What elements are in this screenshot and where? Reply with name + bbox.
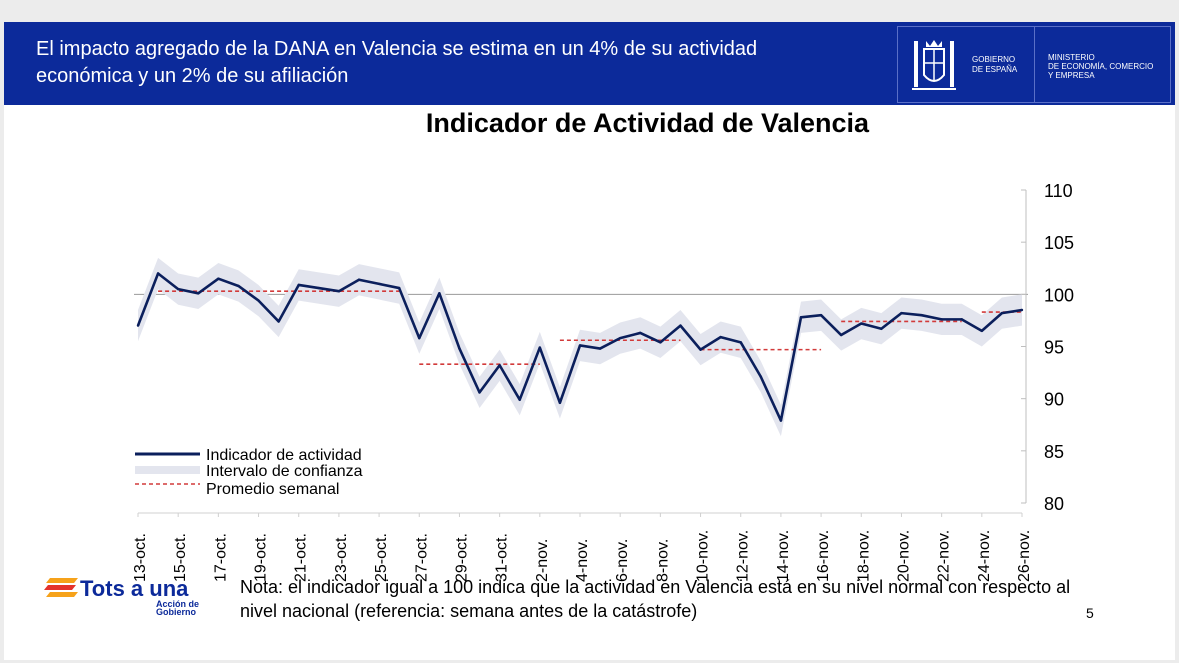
legend-label-intervalo: Intervalo de confianza: [206, 463, 363, 480]
data-point: [337, 290, 341, 293]
data-point: [679, 324, 682, 327]
data-point: [719, 335, 722, 339]
data-point: [819, 314, 823, 317]
data-point: [759, 375, 763, 378]
x-tick-label: 18-nov.: [855, 530, 872, 582]
y-tick-label: 85: [1044, 442, 1064, 462]
page-number: 5: [1086, 605, 1094, 621]
x-tick-label: 20-nov.: [895, 530, 912, 582]
data-point: [920, 314, 923, 317]
x-tick-label: 14-nov.: [775, 530, 792, 582]
data-point: [779, 419, 783, 422]
chart-title: Indicador de Actividad de Valencia: [425, 108, 870, 138]
brand-name: Tots a una: [80, 576, 189, 601]
flag-stripes-icon: [44, 578, 78, 597]
data-point: [900, 311, 903, 315]
data-point: [297, 283, 300, 287]
y-tick-label: 105: [1044, 233, 1074, 253]
data-point: [478, 391, 481, 394]
x-tick-label: 6-nov.: [614, 539, 631, 582]
brand-sub: Acción de Gobierno: [156, 599, 200, 617]
x-tick-label: 24-nov.: [976, 530, 993, 582]
x-tick-label: 13-oct.: [132, 533, 149, 582]
x-tick-label: 27-oct.: [413, 533, 430, 582]
data-point: [639, 331, 642, 335]
x-tick-label: 10-nov.: [695, 530, 712, 582]
x-tick-label: 22-nov.: [936, 530, 953, 582]
data-point: [277, 320, 280, 323]
data-point: [980, 329, 984, 333]
data-point: [317, 286, 321, 290]
data-point: [418, 336, 421, 340]
x-tick-label: 16-nov.: [815, 530, 832, 582]
data-point: [438, 292, 441, 295]
logo-divider: [1034, 27, 1035, 102]
y-tick-label: 110: [1044, 181, 1073, 201]
data-point: [397, 286, 401, 290]
data-point: [518, 398, 521, 401]
data-point: [1000, 311, 1004, 315]
x-tick-label: 15-oct.: [172, 533, 189, 582]
x-tick-label: 4-nov.: [574, 539, 591, 582]
government-logo: GOBIERNO DE ESPAÑA MINISTERIO DE ECONOMÍ…: [897, 26, 1171, 103]
x-tick-label: 12-nov.: [735, 530, 752, 582]
data-point: [659, 341, 662, 344]
x-tick-label: 19-oct.: [253, 533, 270, 582]
data-point: [176, 287, 180, 291]
y-tick-label: 100: [1044, 285, 1074, 305]
x-tick-label: 23-oct.: [333, 533, 350, 582]
data-point: [558, 401, 562, 405]
data-point: [257, 299, 260, 302]
legend-label-indicador: Indicador de actividad: [206, 447, 362, 464]
data-point: [739, 341, 742, 344]
data-point: [156, 272, 160, 275]
data-point: [377, 282, 381, 286]
x-tick-label: 21-oct.: [293, 533, 310, 582]
data-point: [578, 344, 582, 347]
legend-label-promedio: Promedio semanal: [206, 481, 339, 498]
data-point: [498, 364, 501, 367]
data-point: [217, 277, 220, 280]
data-point: [799, 316, 803, 319]
data-point: [197, 292, 200, 295]
brand-logo: Tots a una Acción de Gobierno: [44, 576, 199, 617]
x-tick-label: 2-nov.: [534, 539, 551, 582]
footnote: Nota: el indicador igual a 100 indica qu…: [240, 577, 1071, 621]
x-tick-label: 25-oct.: [373, 533, 390, 582]
y-tick-label: 95: [1044, 338, 1064, 358]
data-point: [1020, 308, 1024, 312]
x-tick-label: 31-oct.: [494, 533, 511, 582]
y-tick-label: 90: [1044, 390, 1064, 410]
data-point: [237, 284, 240, 288]
data-point: [860, 322, 863, 325]
data-point: [357, 278, 361, 281]
gobierno-text: GOBIERNO DE ESPAÑA: [972, 55, 1018, 74]
x-tick-label: 29-oct.: [453, 533, 470, 582]
page-title: El impacto agregado de la DANA en Valenc…: [36, 38, 758, 87]
data-point: [136, 324, 140, 327]
activity-line: [136, 272, 1023, 422]
data-point: [940, 318, 943, 321]
x-tick-label: 8-nov.: [654, 539, 671, 582]
x-tick-label: 17-oct.: [212, 533, 229, 582]
y-tick-label: 80: [1044, 494, 1064, 514]
data-point: [699, 348, 702, 351]
data-point: [960, 318, 963, 321]
data-point: [618, 336, 622, 340]
header-banner: El impacto agregado de la DANA en Valenc…: [4, 22, 1175, 105]
ministerio-text: MINISTERIO DE ECONOMÍA, COMERCIO Y EMPRE…: [1048, 53, 1154, 80]
data-point: [458, 347, 461, 350]
data-point: [880, 327, 883, 330]
x-tick-label: 26-nov.: [1016, 530, 1033, 582]
coat-of-arms-icon: [912, 40, 956, 90]
data-point: [598, 347, 602, 350]
data-point: [538, 346, 542, 349]
data-point: [839, 333, 843, 337]
